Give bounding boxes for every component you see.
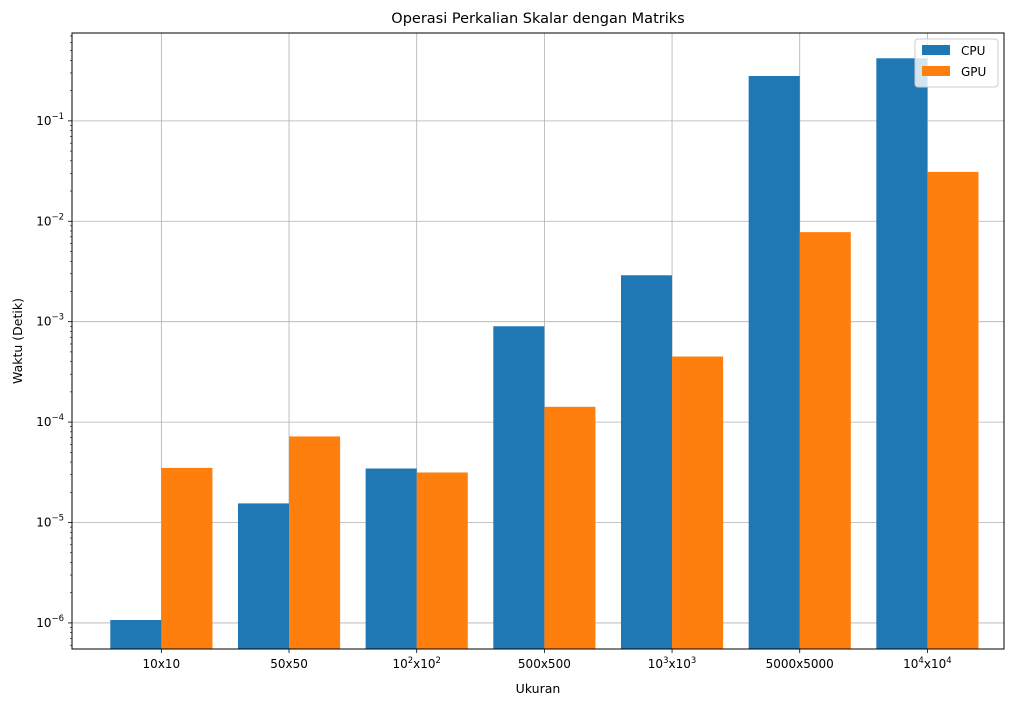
bar-cpu-6 bbox=[876, 58, 928, 650]
bar-cpu-1 bbox=[237, 503, 290, 649]
legend-swatch-gpu bbox=[922, 66, 950, 76]
bar-cpu-2 bbox=[365, 468, 417, 649]
x-axis-label: Ukuran bbox=[516, 681, 561, 696]
x-tick-label: 500x500 bbox=[518, 657, 571, 671]
legend-label-gpu: GPU bbox=[961, 65, 986, 79]
bar-gpu-3 bbox=[544, 406, 596, 649]
bar-gpu-4 bbox=[672, 356, 724, 649]
x-tick-label: 5000x5000 bbox=[766, 657, 834, 671]
y-tick-label: 10−2 bbox=[36, 212, 64, 228]
legend-label-cpu: CPU bbox=[961, 44, 985, 58]
x-tick-label: 103x103 bbox=[648, 656, 697, 671]
ticks bbox=[68, 35, 928, 653]
y-tick-label: 10−1 bbox=[36, 112, 64, 128]
x-tick-label: 102x102 bbox=[392, 656, 441, 671]
plot-frame bbox=[71, 32, 1005, 650]
x-tick-label: 104x104 bbox=[903, 656, 952, 671]
bar-gpu-2 bbox=[416, 472, 468, 649]
y-tick-label: 10−6 bbox=[36, 614, 64, 630]
bar-cpu-5 bbox=[748, 75, 800, 650]
y-tick-label: 10−4 bbox=[36, 413, 64, 429]
legend: CPU GPU bbox=[914, 38, 999, 88]
bar-cpu-3 bbox=[493, 326, 545, 649]
bar-cpu-4 bbox=[620, 275, 673, 649]
bar-gpu-5 bbox=[799, 232, 851, 649]
tick-labels: 10x10 50x50 102x102 500x500 103x103 5000x5000… bbox=[36, 112, 951, 671]
bar-cpu-0 bbox=[110, 619, 162, 649]
x-tick-label: 50x50 bbox=[270, 657, 308, 671]
bars bbox=[110, 58, 979, 650]
x-tick-label: 10x10 bbox=[143, 657, 181, 671]
bar-gpu-1 bbox=[289, 436, 341, 649]
y-axis-label: Waktu (Detik) bbox=[10, 298, 25, 384]
legend-swatch-cpu bbox=[922, 45, 950, 55]
y-tick-label: 10−5 bbox=[36, 514, 64, 530]
y-tick-label: 10−3 bbox=[36, 313, 64, 329]
bar-gpu-6 bbox=[927, 171, 979, 649]
chart-title: Operasi Perkalian Skalar dengan Matriks bbox=[391, 11, 684, 27]
bar-gpu-0 bbox=[161, 467, 213, 649]
